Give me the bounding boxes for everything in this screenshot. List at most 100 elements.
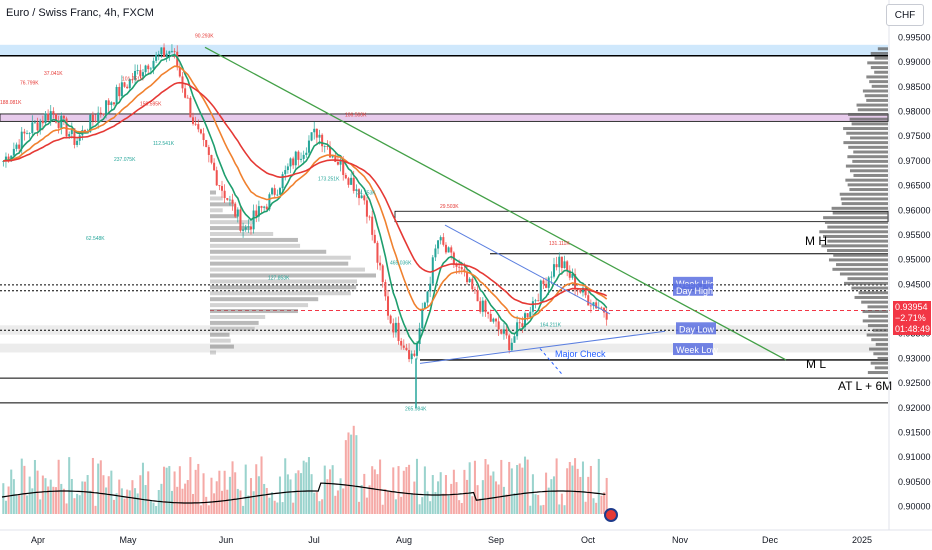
volume-annotation: 90.293K: [195, 33, 214, 39]
candle-body: [236, 209, 239, 217]
volume-bar: [355, 435, 358, 514]
candle-body: [413, 353, 416, 356]
candle-body: [415, 343, 418, 356]
candle-body: [481, 300, 484, 312]
candle-body: [429, 283, 432, 292]
candle-body: [305, 152, 308, 155]
volume-bar: [568, 461, 571, 514]
profile-row: [868, 314, 888, 318]
volume-bar: [534, 494, 537, 514]
candle-body: [463, 269, 466, 272]
candle-body: [574, 274, 577, 290]
candle-body: [402, 345, 405, 348]
volume-annotation: 131.111K: [549, 241, 570, 247]
volume-bar: [402, 470, 405, 514]
candle-body: [115, 86, 118, 105]
candle-body: [302, 154, 305, 159]
candle-body: [57, 122, 60, 128]
volume-annotation: 237.075K: [114, 157, 136, 163]
volume-bar: [244, 464, 247, 514]
profile-row: [840, 197, 888, 201]
volume-bar: [597, 458, 600, 514]
volume-bar: [510, 468, 513, 514]
candle-body: [344, 174, 347, 179]
candle-body: [595, 302, 598, 309]
volume-bar: [381, 504, 384, 514]
candle-body: [360, 195, 363, 199]
candle-body: [197, 124, 200, 130]
volume-bar: [26, 495, 29, 514]
profile-row: [866, 75, 888, 79]
profile-row: [846, 131, 888, 135]
volume-bar: [305, 462, 308, 514]
time-tick-label: Apr: [31, 535, 45, 545]
volume-bar: [400, 496, 403, 514]
profile-row: [873, 352, 888, 356]
profile-row: [839, 192, 888, 196]
volume-bar: [194, 469, 197, 514]
volume-bar: [76, 493, 79, 514]
currency-button[interactable]: CHF: [886, 4, 924, 26]
candle-body: [505, 329, 508, 336]
volume-bar: [563, 505, 566, 514]
candle-body: [355, 189, 358, 191]
volume-bar: [415, 458, 418, 514]
profile-row: [836, 263, 888, 267]
volume-bar: [550, 479, 553, 514]
price-tick-label: 0.90000: [898, 502, 931, 512]
candle-body: [184, 88, 187, 98]
volume-bar: [526, 459, 529, 514]
price-tick-label: 0.97000: [898, 156, 931, 166]
candle-body: [199, 129, 202, 134]
candle-body: [363, 195, 366, 201]
volume-bar: [284, 458, 287, 514]
volume-bar: [102, 475, 105, 514]
candle-body: [173, 50, 176, 52]
volume-bar: [481, 480, 484, 514]
candle-body: [539, 280, 542, 302]
candle-body: [155, 54, 158, 61]
volume-bar: [28, 476, 31, 514]
candle-body: [126, 86, 129, 89]
volume-bar: [86, 475, 89, 514]
candle-body: [437, 240, 440, 249]
volume-bar: [329, 469, 332, 514]
volume-bar: [571, 465, 574, 514]
volume-marker: [604, 508, 618, 522]
volume-bar: [165, 467, 168, 514]
volume-bar: [192, 493, 195, 514]
volume-bar: [410, 493, 413, 514]
volume-bar: [218, 470, 221, 514]
volume-bar: [466, 479, 469, 514]
candle-body: [473, 289, 476, 291]
candle-body: [571, 274, 574, 278]
candle-body: [89, 114, 92, 133]
volume-bar: [65, 503, 68, 514]
volume-bar: [70, 478, 73, 514]
volume-bar: [487, 464, 490, 514]
candle-body: [276, 194, 279, 196]
candle-body: [163, 47, 166, 57]
volume-bar: [323, 465, 326, 514]
candle-body: [242, 229, 245, 231]
candle-body: [189, 97, 192, 118]
time-tick-label: Nov: [672, 535, 689, 545]
major-check-label: Major Check: [555, 349, 606, 359]
week-low-zone: [0, 343, 888, 353]
candle-body: [144, 65, 147, 73]
volume-bar: [587, 476, 590, 514]
candle-body: [284, 170, 287, 175]
candle-body: [257, 206, 260, 217]
candle-body: [558, 256, 561, 268]
profile-row: [210, 255, 351, 260]
profile-row: [823, 216, 888, 220]
volume-bar: [315, 492, 318, 514]
week-low-label-bg: [673, 343, 713, 356]
volume-bar: [120, 488, 123, 514]
atl-label: AT L + 6M: [838, 379, 892, 393]
volume-bar: [560, 493, 563, 514]
profile-row: [874, 366, 888, 370]
last-price-tag: 0.93954: [893, 301, 931, 313]
volume-bar: [313, 492, 316, 514]
